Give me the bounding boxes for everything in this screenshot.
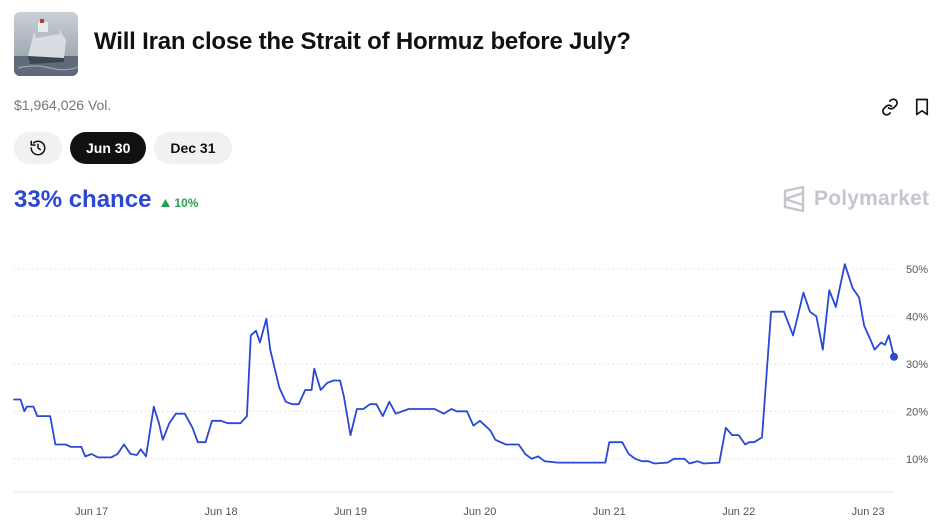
- link-icon: [882, 98, 898, 116]
- x-tick-label: Jun 19: [334, 506, 367, 518]
- oil-tanker-photo-icon: [14, 12, 78, 76]
- history-icon: [30, 140, 46, 156]
- x-tick-label: Jun 23: [852, 506, 885, 518]
- y-tick-label: 10%: [906, 454, 928, 466]
- x-tick-label: Jun 22: [722, 506, 755, 518]
- change-badge: 10%: [161, 196, 198, 210]
- x-tick-label: Jun 18: [205, 506, 238, 518]
- chance-summary: 33% chance 10%: [14, 186, 198, 214]
- y-tick-label: 30%: [906, 359, 928, 371]
- y-tick-label: 20%: [906, 406, 928, 418]
- change-value: 10%: [174, 196, 199, 210]
- brand-name: Polymarket: [814, 187, 930, 210]
- y-tick-label: 40%: [906, 311, 928, 323]
- date-tabs: Jun 30 Dec 31: [14, 132, 232, 164]
- x-tick-label: Jun 20: [463, 506, 496, 518]
- price-chart-svg: 10% 20% 30% 40% 50% Jun 17 Jun 18 Jun 19 Jun 20 J…: [13, 263, 928, 518]
- y-tick-label: 50%: [906, 264, 928, 276]
- market-title: Will Iran close the Strait of Hormuz bef…: [94, 28, 631, 55]
- last-point-marker: [890, 352, 898, 361]
- tab-jun-30[interactable]: Jun 30: [70, 132, 147, 164]
- price-chart[interactable]: 10% 20% 30% 40% 50% Jun 17 Jun 18 Jun 19 Jun 20 J…: [0, 230, 948, 525]
- tab-dec-31[interactable]: Dec 31: [154, 132, 232, 164]
- brand-watermark: Polymarket: [782, 186, 929, 212]
- market-volume: $1,964,026 Vol.: [14, 97, 112, 113]
- chance-value: 33% chance: [14, 186, 152, 213]
- bookmark-button[interactable]: [911, 96, 933, 118]
- triangle-up-icon: [161, 199, 171, 207]
- x-tick-label: Jun 17: [75, 506, 108, 518]
- history-button[interactable]: [14, 132, 62, 164]
- bookmark-icon: [915, 98, 929, 116]
- copy-link-button[interactable]: [879, 96, 901, 118]
- x-tick-label: Jun 21: [593, 506, 626, 518]
- polymarket-logo-icon: [783, 186, 805, 212]
- market-thumbnail: [14, 12, 78, 76]
- series-line: [13, 263, 895, 465]
